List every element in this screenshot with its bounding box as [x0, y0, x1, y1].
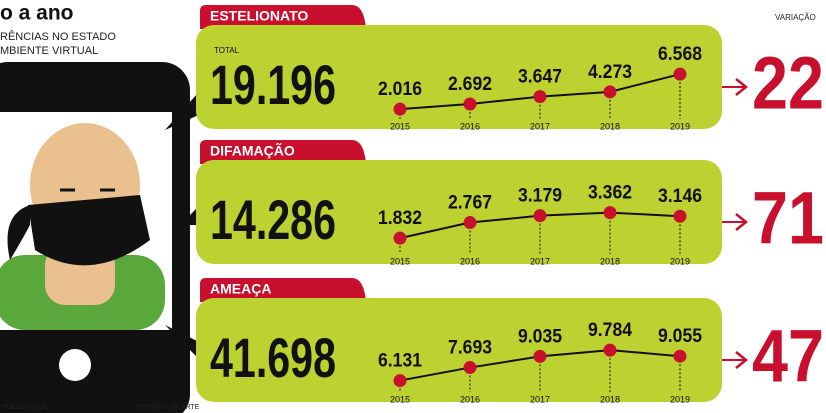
value-label: 6.568 — [658, 44, 702, 65]
point — [673, 209, 687, 223]
value-label: 7.693 — [448, 338, 492, 359]
total: 14.286 — [210, 188, 336, 251]
value-label: 2.016 — [378, 79, 422, 100]
value-label: 6.131 — [378, 351, 422, 372]
x-tick-label: 2015 — [390, 394, 410, 404]
variation-caption: VARIAÇÃO — [775, 13, 816, 22]
x-tick-label: 2018 — [600, 394, 620, 404]
point — [673, 67, 687, 81]
value-label: 3.647 — [518, 67, 562, 88]
x-tick-label: 2018 — [600, 121, 620, 131]
mask — [28, 195, 150, 266]
title-tab — [200, 278, 366, 302]
chart-title: AMEAÇA — [210, 281, 271, 297]
panel — [196, 298, 722, 402]
x-tick-label: 2017 — [530, 121, 550, 131]
x-tick-label: 2015 — [390, 121, 410, 131]
panel — [196, 25, 722, 129]
arrow-head — [735, 78, 749, 96]
point — [463, 216, 477, 230]
point — [463, 97, 477, 111]
home-button — [59, 349, 91, 381]
point — [533, 90, 547, 104]
header-subtitle: RÊNCIAS NO ESTADO — [0, 30, 116, 43]
total-caption: TOTAL — [214, 46, 240, 55]
x-tick-label: 2015 — [390, 256, 410, 266]
arrow-head — [735, 213, 749, 231]
chart-title: DIFAMAÇÃO — [210, 142, 295, 159]
x-tick-label: 2019 — [670, 256, 690, 266]
point — [603, 343, 617, 357]
point — [463, 361, 477, 375]
title-tab — [200, 140, 366, 164]
x-tick-label: 2018 — [600, 256, 620, 266]
x-tick-label: 2016 — [460, 394, 480, 404]
x-tick-label: 2019 — [670, 394, 690, 404]
point — [393, 231, 407, 245]
footer-credit: EDITORIA DE ARTE — [135, 404, 200, 411]
value-label: 9.035 — [518, 326, 562, 347]
x-tick-label: 2019 — [670, 121, 690, 131]
point — [533, 209, 547, 223]
x-tick-label: 2017 — [530, 394, 550, 404]
panel — [196, 160, 722, 264]
variation: 47 — [752, 315, 824, 398]
title-tab — [200, 5, 366, 29]
chart-title: ESTELIONATO — [210, 8, 308, 24]
header-title: o a ano — [0, 2, 74, 25]
point — [393, 102, 407, 116]
header-subtitle: MBIENTE VIRTUAL — [0, 45, 98, 57]
point — [603, 85, 617, 99]
total: 19.196 — [210, 53, 336, 116]
point — [533, 349, 547, 363]
value-label: 2.767 — [448, 193, 492, 214]
total: 41.698 — [210, 326, 336, 389]
hair — [7, 205, 30, 260]
x-tick-label: 2016 — [460, 121, 480, 131]
variation: 71 — [752, 177, 824, 260]
variation: 225 — [752, 42, 826, 125]
arrow-head — [735, 351, 749, 369]
value-label: 3.362 — [588, 183, 632, 204]
value-label: 3.146 — [658, 186, 702, 207]
x-tick-label: 2017 — [530, 256, 550, 266]
value-label: 4.273 — [588, 62, 632, 83]
value-label: 2.692 — [448, 74, 492, 95]
footer-source: POLÍCIA CIVIL — [2, 402, 49, 411]
x-tick-label: 2016 — [460, 256, 480, 266]
value-label: 1.832 — [378, 208, 422, 229]
value-label: 3.179 — [518, 186, 562, 207]
value-label: 9.055 — [658, 326, 702, 347]
point — [393, 374, 407, 388]
point — [603, 206, 617, 220]
value-label: 9.784 — [588, 320, 632, 341]
point — [673, 349, 687, 363]
